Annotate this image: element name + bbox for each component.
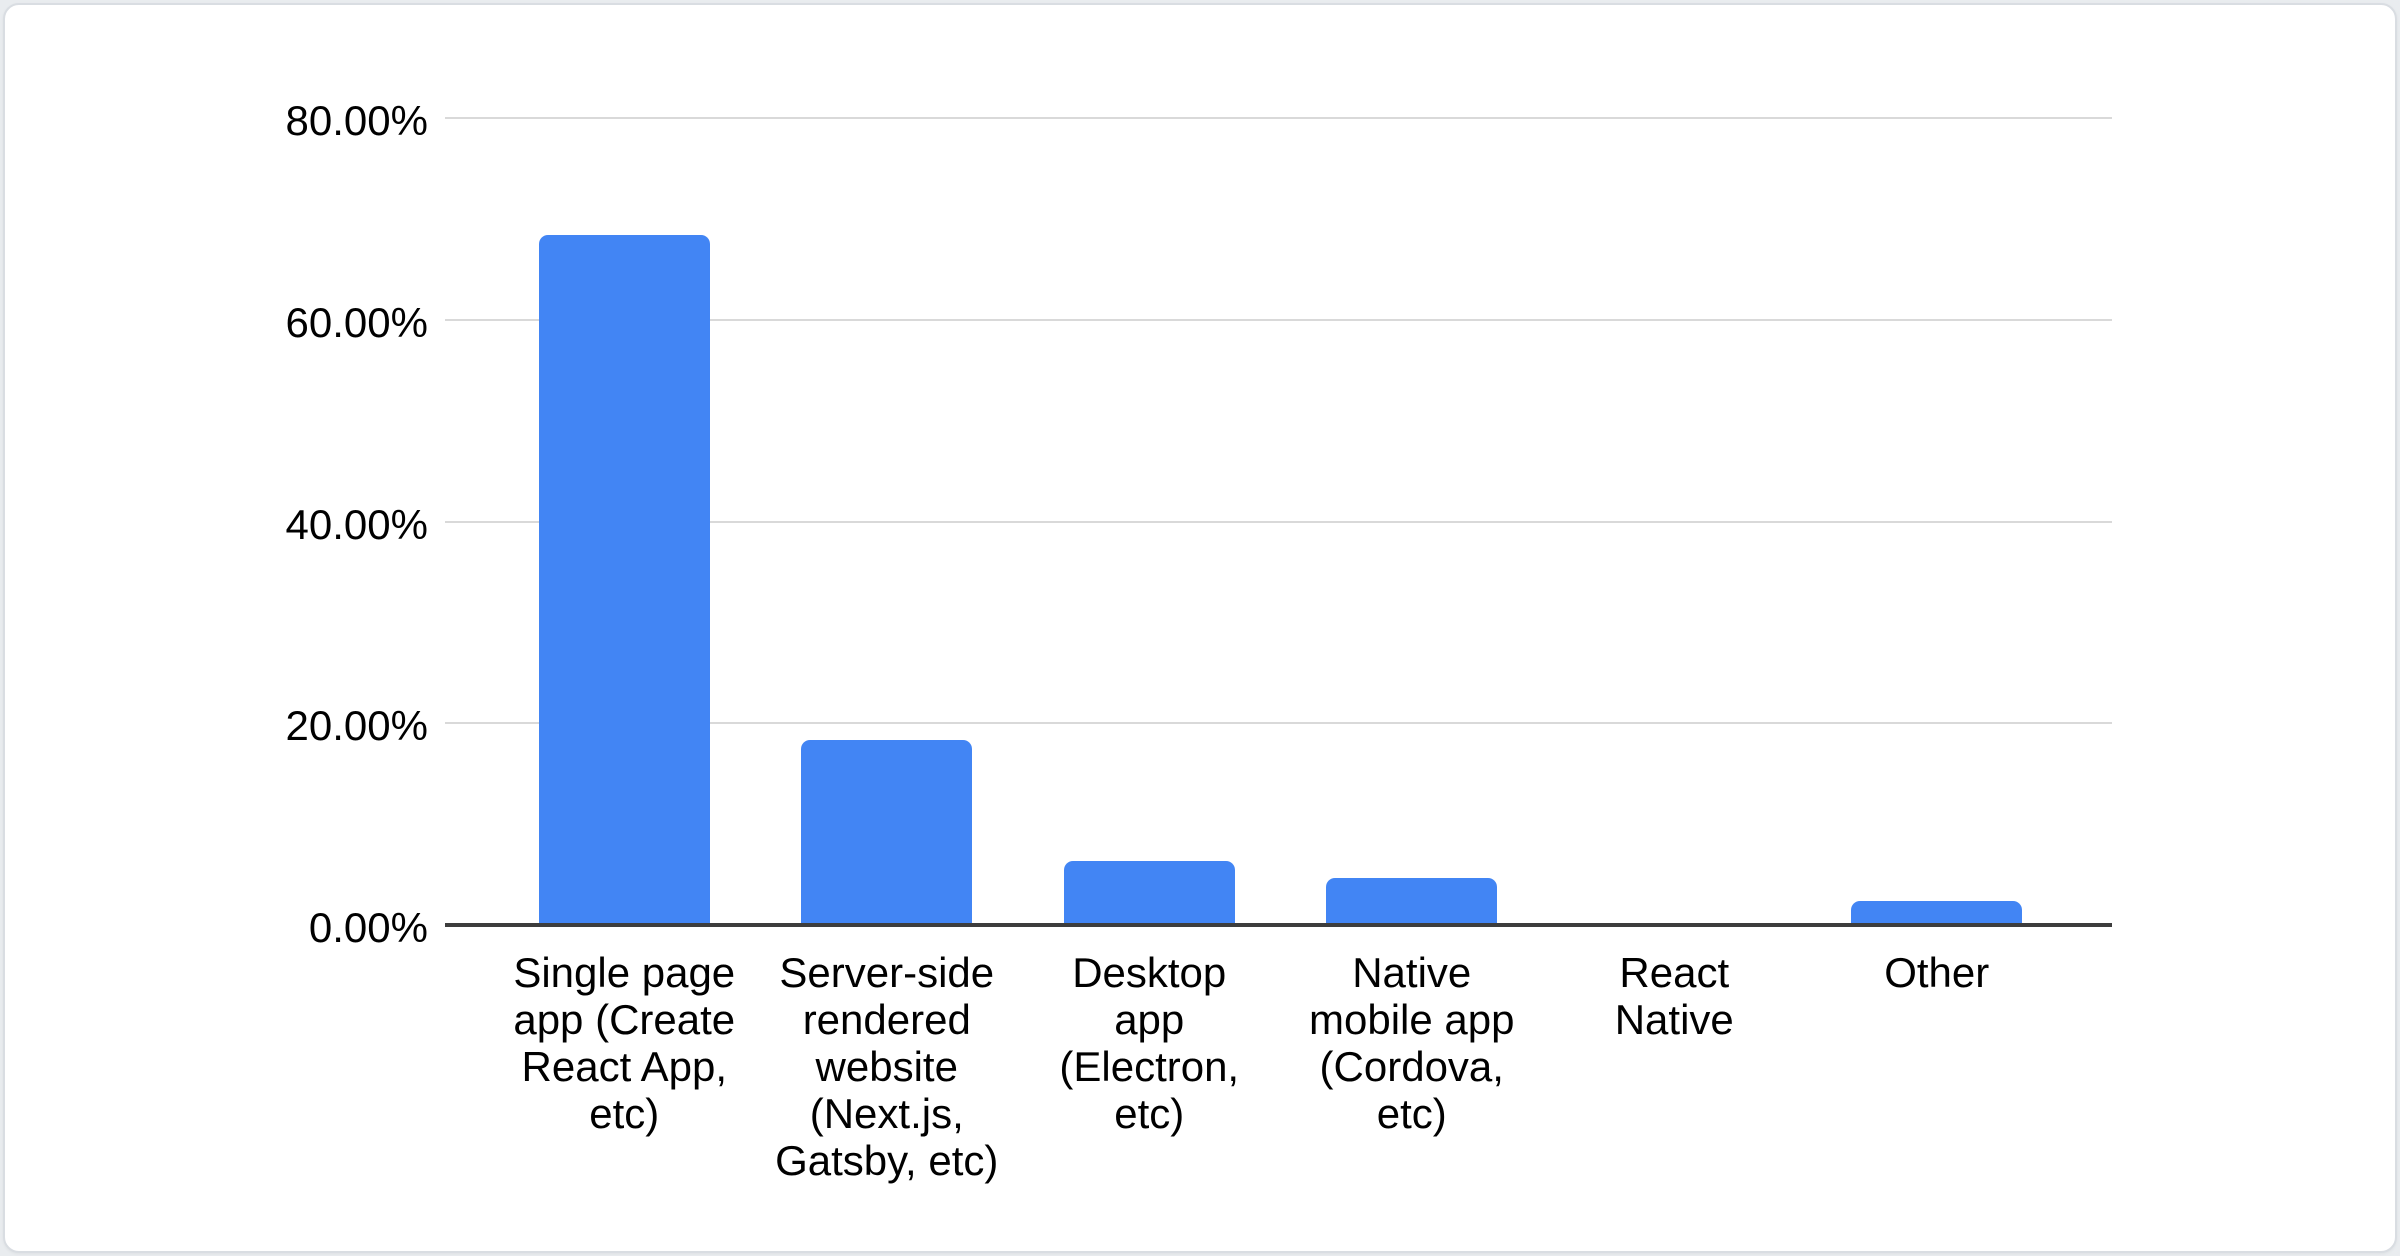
chart-plot-area <box>445 117 2112 927</box>
gridline-40-percent <box>445 521 2112 523</box>
chart-card: 80.00% 60.00% 40.00% 20.00% 0.00% <box>3 3 2397 1253</box>
bar-slot <box>1281 118 1544 925</box>
x-axis-label-single-page-app: Single page app (Create React App, etc) <box>513 949 736 1137</box>
x-axis-label-server-side-rendered: Server-side rendered website (Next.js, G… <box>775 949 999 1184</box>
y-axis-tick-label-60: 60.00% <box>285 299 428 346</box>
bar-slot <box>756 118 1019 925</box>
bar-other <box>1851 900 2023 925</box>
bar-slot <box>1018 118 1281 925</box>
x-axis-label-react-native: React Native <box>1614 949 1734 1043</box>
x-axis-labels: Single page app (Create React App, etc) … <box>493 949 2068 1184</box>
gridline-60-percent <box>445 319 2112 321</box>
bars-band <box>493 118 2068 925</box>
bar-native-mobile-app <box>1326 877 1498 925</box>
x-axis-label-native-mobile-app: Native mobile app (Cordova, etc) <box>1309 949 1515 1137</box>
x-axis-label-other: Other <box>1884 949 1990 996</box>
gridline-20-percent <box>445 722 2112 724</box>
y-axis-tick-label-20: 20.00% <box>285 702 428 749</box>
bar-server-side-rendered <box>801 740 973 925</box>
bar-slot <box>1543 118 1806 925</box>
gridline-80-percent <box>445 117 2112 119</box>
x-axis-line <box>445 923 2112 927</box>
y-axis-tick-label-40: 40.00% <box>285 501 428 548</box>
bar-slot <box>1806 118 2069 925</box>
bar-desktop-app <box>1063 861 1235 925</box>
y-axis-tick-label-80: 80.00% <box>285 97 428 144</box>
bar-slot <box>493 118 756 925</box>
y-axis-tick-label-0: 0.00% <box>308 904 428 951</box>
x-axis-label-desktop-app: Desktop app (Electron, etc) <box>1059 949 1240 1137</box>
bar-single-page-app <box>538 235 710 925</box>
